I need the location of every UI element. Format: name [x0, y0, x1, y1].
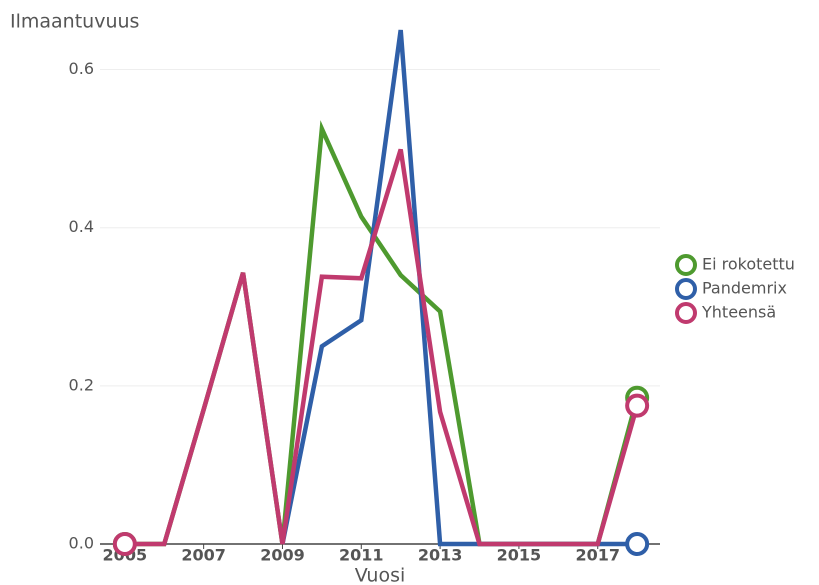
legend-label: Ei rokotettu	[702, 255, 795, 274]
legend-marker	[675, 278, 697, 300]
series-line	[124, 148, 640, 547]
y-tick-label: 0.0	[69, 534, 94, 553]
legend-marker	[675, 254, 697, 276]
end-marker	[112, 532, 137, 556]
legend-label: Pandemrix	[702, 279, 787, 298]
y-axis-title: Ilmaantuvuus	[10, 11, 139, 33]
x-tick-label: 2017	[575, 546, 620, 565]
legend-marker	[675, 302, 697, 324]
y-tick-label: 0.4	[69, 217, 94, 236]
y-tick-label: 0.6	[69, 59, 94, 78]
series-line	[280, 29, 638, 547]
x-tick-label: 2009	[260, 546, 305, 565]
x-tick-label: 2007	[181, 546, 226, 565]
end-marker	[625, 393, 650, 418]
y-tick-label: 0.2	[69, 375, 94, 394]
x-tick-label: 2011	[339, 546, 384, 565]
legend-label: Yhteensä	[701, 303, 776, 322]
x-tick-label: 2013	[418, 546, 463, 565]
end-marker	[625, 532, 650, 556]
x-tick-label: 2015	[497, 546, 542, 565]
x-axis-title: Vuosi	[355, 565, 406, 585]
